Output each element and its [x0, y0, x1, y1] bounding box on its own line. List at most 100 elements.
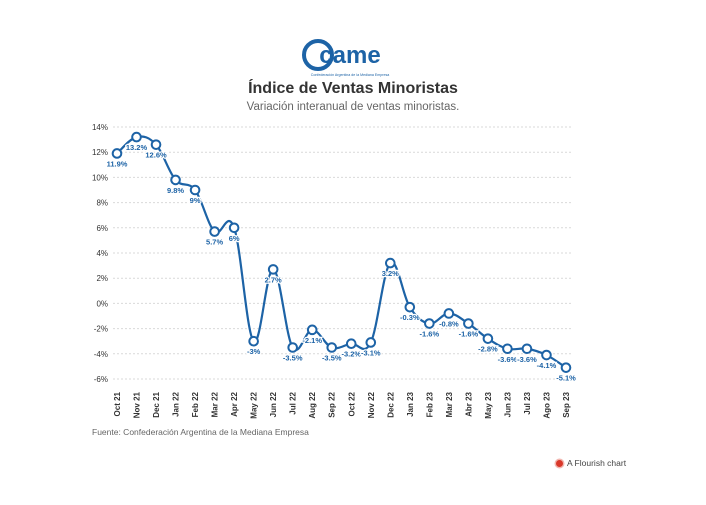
data-label: 9.8% [167, 186, 184, 195]
y-tick-label: 14% [92, 123, 108, 132]
x-tick-label: Dec 22 [386, 391, 395, 417]
data-point[interactable] [267, 264, 279, 275]
data-point[interactable] [287, 342, 298, 353]
y-tick-label: -4% [94, 350, 108, 359]
chart-subtitle: Variación interanual de ventas minorista… [246, 101, 460, 113]
x-tick-label: Feb 23 [425, 391, 434, 417]
x-tick-label: May 23 [484, 391, 493, 418]
data-point[interactable] [385, 257, 396, 269]
data-point[interactable] [541, 349, 552, 361]
data-point[interactable] [170, 174, 181, 186]
data-point[interactable] [365, 337, 377, 348]
y-tick-label: 8% [96, 199, 108, 208]
data-label: -1.6% [420, 330, 440, 339]
data-label: -2.8% [478, 345, 498, 354]
data-label: 9% [190, 196, 201, 205]
x-tick-label: Jun 23 [503, 391, 512, 417]
x-tick-label: Oct 21 [113, 391, 122, 416]
data-point[interactable] [502, 343, 513, 355]
x-tick-label: Dec 21 [152, 391, 161, 417]
data-label: -3.6% [498, 355, 518, 364]
data-point[interactable] [111, 148, 123, 159]
source-note: Fuente: Confederación Argentina de la Me… [92, 427, 309, 437]
data-point[interactable] [248, 335, 259, 347]
x-tick-label: Jun 22 [269, 391, 278, 417]
data-point[interactable] [228, 222, 240, 234]
logo-wordmark: came [319, 42, 380, 69]
x-tick-label: Jul 22 [289, 391, 298, 414]
data-label: -1.6% [459, 330, 479, 339]
data-label: -3.1% [361, 348, 381, 357]
x-tick-label: Mar 22 [211, 391, 220, 417]
x-tick-label: Nov 21 [133, 391, 142, 418]
data-point[interactable] [463, 318, 474, 329]
data-labels: 11.9%13.2%12.6%9.8%9%5.7% 6%-3%2.7%-3.5%-… [105, 142, 577, 384]
data-label: -2.1% [302, 336, 322, 345]
x-tick-label: Nov 22 [367, 391, 376, 418]
x-tick-label: Jul 23 [523, 391, 532, 414]
data-point[interactable] [306, 324, 318, 336]
data-point[interactable] [404, 301, 416, 313]
x-tick-label: Oct 22 [347, 391, 356, 416]
x-tick-label: Jan 23 [406, 391, 415, 416]
grid-lines [113, 126, 572, 380]
x-tick-label: Jan 22 [172, 391, 181, 416]
data-point[interactable] [131, 131, 142, 143]
data-label: 6% [229, 234, 240, 243]
data-point[interactable] [150, 139, 162, 150]
data-label: 2.7% [265, 275, 282, 284]
y-tick-label: 2% [96, 274, 108, 283]
data-label: 12.6% [145, 151, 167, 160]
y-axis: 14% 12% 10% 8% 6% 4% 2% 0% -2% -4% -6% [92, 123, 108, 384]
y-tick-label: -6% [94, 375, 108, 384]
logo-ring [302, 39, 334, 71]
data-label: -5.1% [556, 374, 576, 383]
data-point[interactable] [209, 226, 220, 237]
data-points [111, 131, 572, 373]
x-axis: Oct 21 Nov 21 Dec 21 Jan 22 Feb 22 Mar 22 Apr … [113, 391, 571, 418]
y-tick-label: -2% [94, 325, 108, 334]
data-label: -0.8% [439, 319, 459, 328]
data-label: -3.6% [517, 355, 537, 364]
flourish-logo-icon [556, 459, 563, 467]
y-tick-label: 4% [96, 249, 108, 258]
x-tick-label: Abr 23 [464, 391, 473, 416]
data-point[interactable] [424, 318, 435, 329]
x-tick-label: Apr 22 [230, 391, 239, 416]
data-label: -0.3% [400, 313, 420, 322]
y-tick-label: 12% [92, 148, 108, 157]
data-point[interactable] [345, 338, 357, 350]
data-label: -3% [247, 347, 261, 356]
data-label: -3.5% [283, 354, 303, 363]
x-tick-label: Ago 23 [542, 391, 551, 418]
came-logo: came Confederación Argentina de la Media… [302, 39, 390, 77]
y-tick-label: 10% [92, 173, 108, 182]
x-tick-label: Sep 22 [328, 391, 337, 417]
series-line [116, 135, 567, 369]
y-tick-label: 0% [96, 299, 108, 308]
data-label: -3.5% [322, 354, 342, 363]
data-label: 11.9% [107, 159, 128, 168]
data-point[interactable] [521, 343, 533, 355]
x-tick-label: Sep 23 [562, 391, 571, 417]
data-label: -3.2% [341, 350, 361, 359]
data-point[interactable] [482, 333, 494, 344]
flourish-credit[interactable]: A Flourish chart [556, 458, 626, 468]
data-label: 3.2% [382, 269, 399, 278]
logo-caption: Confederación Argentina de la Mediana Em… [311, 73, 390, 77]
flourish-credit-label: A Flourish chart [567, 458, 627, 468]
x-tick-label: Aug 22 [308, 391, 317, 418]
x-tick-label: Mar 23 [445, 391, 454, 417]
data-label: 5.7% [206, 238, 223, 247]
x-tick-label: Feb 22 [191, 391, 200, 417]
data-label: 13.2% [126, 143, 148, 152]
data-point[interactable] [443, 308, 455, 319]
chart-title: Índice de Ventas Minoristas [248, 80, 458, 97]
data-point[interactable] [189, 184, 201, 196]
x-tick-label: May 22 [250, 391, 259, 418]
data-label: -4.1% [537, 361, 557, 370]
y-tick-label: 6% [96, 224, 108, 233]
data-point[interactable] [560, 362, 572, 373]
data-point[interactable] [326, 342, 338, 353]
